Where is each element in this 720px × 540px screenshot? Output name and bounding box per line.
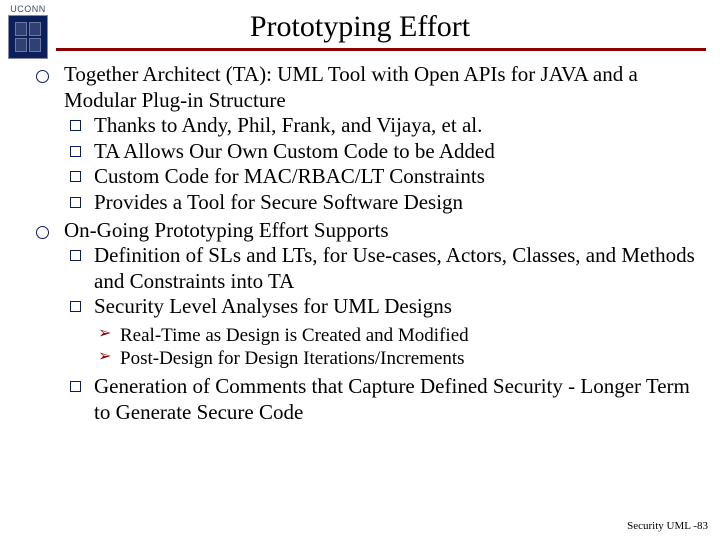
logo-text: UCONN xyxy=(10,4,46,14)
arrow-1: Real-Time as Design is Created and Modif… xyxy=(98,324,702,347)
bullet-2: On-Going Prototyping Effort Supports Def… xyxy=(30,218,702,371)
bullet-1: Together Architect (TA): UML Tool with O… xyxy=(30,62,702,216)
bullet-1-sub-2: TA Allows Our Own Custom Code to be Adde… xyxy=(64,139,702,165)
bullet-1-text: Together Architect (TA): UML Tool with O… xyxy=(64,62,638,112)
bullet-1-sub-3: Custom Code for MAC/RBAC/LT Constraints xyxy=(64,164,702,190)
bullet-2-sub-2-text: Security Level Analyses for UML Designs xyxy=(94,294,452,318)
arrow-2: Post-Design for Design Iterations/Increm… xyxy=(98,347,702,370)
footer: Security UML -83 xyxy=(627,520,708,532)
slide-body: Together Architect (TA): UML Tool with O… xyxy=(30,62,702,426)
logo: UCONN xyxy=(4,4,52,59)
bullet-lone: Generation of Comments that Capture Defi… xyxy=(30,374,702,425)
slide-title: Prototyping Effort xyxy=(0,0,720,44)
bullet-2-sub-2: Security Level Analyses for UML Designs … xyxy=(64,294,702,370)
bullet-1-sub-1: Thanks to Andy, Phil, Frank, and Vijaya,… xyxy=(64,113,702,139)
bullet-1-sub-4: Provides a Tool for Secure Software Desi… xyxy=(64,190,702,216)
bullet-2-text: On-Going Prototyping Effort Supports xyxy=(64,218,389,242)
shield-icon xyxy=(8,15,48,59)
title-rule xyxy=(56,48,706,51)
bullet-2-sub-1: Definition of SLs and LTs, for Use-cases… xyxy=(64,243,702,294)
